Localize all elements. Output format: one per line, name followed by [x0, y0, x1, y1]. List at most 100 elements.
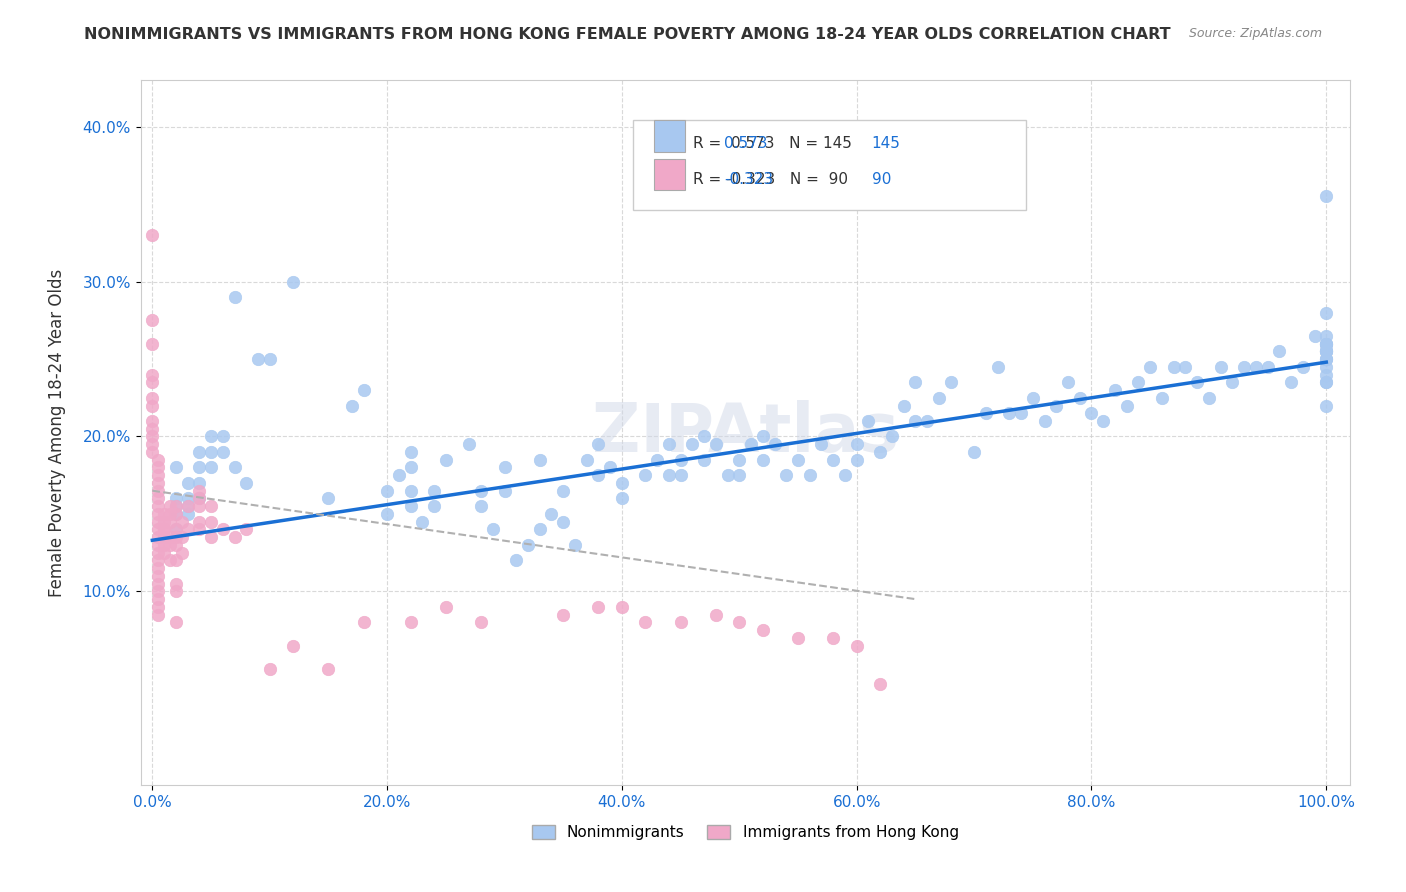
Point: [1315, 305, 1337, 319]
Point: [1257, 359, 1279, 374]
Point: [148, 523, 170, 537]
Point: [165, 553, 187, 567]
Point: [153, 507, 176, 521]
Point: [141, 414, 163, 428]
Point: [1139, 359, 1161, 374]
Point: [188, 499, 211, 513]
Point: [399, 445, 422, 459]
Point: [588, 468, 610, 483]
Point: [165, 499, 187, 513]
Point: [170, 546, 193, 560]
Point: [148, 592, 170, 607]
Point: [399, 499, 422, 513]
Point: [188, 483, 211, 498]
Point: [165, 507, 187, 521]
Y-axis label: Female Poverty Among 18-24 Year Olds: Female Poverty Among 18-24 Year Olds: [48, 268, 66, 597]
Point: [1163, 359, 1185, 374]
Point: [353, 615, 375, 630]
Point: [553, 483, 575, 498]
Point: [1315, 336, 1337, 351]
Point: [159, 553, 181, 567]
Point: [987, 359, 1010, 374]
Point: [141, 422, 163, 436]
Point: [141, 228, 163, 243]
Point: [148, 546, 170, 560]
Text: 90: 90: [872, 172, 891, 187]
Text: NONIMMIGRANTS VS IMMIGRANTS FROM HONG KONG FEMALE POVERTY AMONG 18-24 YEAR OLDS : NONIMMIGRANTS VS IMMIGRANTS FROM HONG KO…: [84, 27, 1171, 42]
Text: Source: ZipAtlas.com: Source: ZipAtlas.com: [1188, 27, 1322, 40]
Point: [540, 507, 562, 521]
Point: [998, 406, 1021, 420]
Point: [148, 584, 170, 599]
Point: [610, 475, 633, 490]
Point: [1303, 328, 1326, 343]
Point: [224, 290, 246, 304]
Point: [141, 437, 163, 451]
Point: [423, 483, 446, 498]
Point: [1080, 406, 1102, 420]
Point: [1185, 376, 1208, 390]
Point: [505, 553, 527, 567]
Point: [259, 662, 281, 676]
Point: [200, 515, 222, 529]
Point: [176, 475, 198, 490]
Point: [165, 615, 187, 630]
Point: [634, 615, 657, 630]
Point: [1045, 399, 1067, 413]
Point: [141, 399, 163, 413]
Point: [904, 376, 927, 390]
Point: [153, 523, 176, 537]
Point: [399, 615, 422, 630]
Point: [963, 445, 986, 459]
Point: [141, 376, 163, 390]
Text: 0.573: 0.573: [724, 136, 768, 152]
Point: [716, 468, 738, 483]
Point: [645, 452, 668, 467]
Point: [283, 275, 305, 289]
Point: [1128, 376, 1150, 390]
Point: [188, 475, 211, 490]
Point: [176, 499, 198, 513]
Point: [658, 437, 681, 451]
Point: [141, 368, 163, 382]
Point: [494, 483, 516, 498]
Point: [553, 515, 575, 529]
Point: [610, 491, 633, 506]
Point: [318, 662, 340, 676]
Point: [810, 437, 832, 451]
Point: [1315, 336, 1337, 351]
Point: [165, 491, 187, 506]
Point: [246, 352, 269, 367]
Point: [235, 475, 257, 490]
Point: [399, 460, 422, 475]
Point: [1022, 391, 1045, 405]
Point: [148, 460, 170, 475]
Point: [869, 445, 891, 459]
Point: [375, 483, 398, 498]
Point: [200, 460, 222, 475]
Point: [1244, 359, 1267, 374]
Text: ZIPAtlas: ZIPAtlas: [592, 400, 898, 466]
Point: [458, 437, 481, 451]
Point: [1104, 383, 1126, 397]
Point: [159, 515, 181, 529]
Point: [1292, 359, 1315, 374]
Point: [787, 452, 810, 467]
Point: [1174, 359, 1197, 374]
Point: [153, 530, 176, 544]
Point: [1279, 376, 1302, 390]
Point: [974, 406, 997, 420]
Point: [148, 530, 170, 544]
Point: [188, 491, 211, 506]
Point: [165, 523, 187, 537]
Point: [704, 607, 727, 622]
Point: [529, 452, 551, 467]
Point: [176, 491, 198, 506]
Point: [1315, 368, 1337, 382]
Point: [752, 623, 775, 637]
Point: [775, 468, 797, 483]
Text: R =  0.573   N = 145: R = 0.573 N = 145: [693, 136, 852, 152]
Point: [148, 499, 170, 513]
Point: [165, 576, 187, 591]
Point: [553, 607, 575, 622]
